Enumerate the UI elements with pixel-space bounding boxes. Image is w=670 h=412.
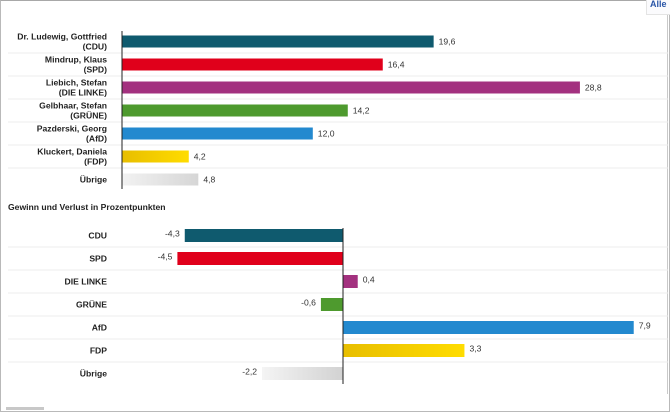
bar[interactable] [343, 321, 634, 334]
bar[interactable] [122, 127, 313, 140]
value-label: 16,4 [388, 60, 405, 70]
value-label: 28,8 [585, 83, 602, 93]
party-label: (GRÜNE) [70, 111, 107, 121]
horizontal-scrollbar[interactable] [6, 407, 44, 410]
party-label: (FDP) [84, 157, 107, 167]
first-votes-chart: 19,6 Dr. Ludewig, Gottfried(CDU) 16,4 Mindr… [8, 31, 668, 189]
party-label: (DIE LINKE) [59, 88, 107, 98]
bar[interactable] [177, 252, 343, 265]
gain-loss-title: Gewinn und Verlust in Prozentpunkten [8, 202, 166, 212]
value-label: 4,2 [194, 152, 206, 162]
candidate-name: Kluckert, Daniela [37, 147, 107, 157]
candidate-name: Gelbhaar, Stefan [39, 101, 107, 111]
alle-button[interactable]: Alle [646, 0, 670, 15]
party-label: GRÜNE [76, 300, 107, 310]
value-label: 19,6 [439, 37, 456, 47]
value-label: 14,2 [353, 106, 370, 116]
candidate-name: Mindrup, Klaus [45, 55, 107, 65]
party-label: SPD [89, 254, 107, 264]
bar[interactable] [122, 173, 199, 186]
candidate-name: Dr. Ludewig, Gottfried [17, 32, 107, 42]
party-label: AfD [92, 323, 107, 333]
bar[interactable] [122, 81, 580, 94]
value-label: -4,5 [158, 252, 173, 262]
party-label: FDP [90, 346, 107, 356]
panel-edge [667, 14, 668, 394]
party-label: (CDU) [83, 42, 107, 52]
candidate-name: Liebich, Stefan [46, 78, 107, 88]
bar[interactable] [262, 367, 343, 380]
party-label: (SPD) [84, 65, 108, 75]
bar[interactable] [122, 35, 434, 48]
value-label: 12,0 [318, 129, 335, 139]
gain-loss-chart: -4,3 CDU -4,5 SPD 0,4 DIE LINKE -0,6 GRÜNE 7,9 Af… [8, 228, 668, 384]
value-label: -2,2 [242, 367, 257, 377]
candidate-name: Pazderski, Georg [37, 124, 107, 134]
value-label: -4,3 [165, 229, 180, 239]
bar[interactable] [122, 58, 383, 71]
bar[interactable] [122, 104, 348, 117]
bar[interactable] [343, 344, 465, 357]
bar[interactable] [320, 298, 343, 311]
bar[interactable] [184, 229, 343, 242]
party-label: CDU [88, 231, 107, 241]
party-label: Übrige [80, 369, 107, 379]
bar[interactable] [122, 150, 189, 163]
value-label: -0,6 [301, 298, 316, 308]
bar[interactable] [343, 275, 358, 288]
value-label: 7,9 [639, 321, 651, 331]
value-label: 3,3 [469, 344, 481, 354]
party-label: (AfD) [86, 134, 107, 144]
category-label: Übrige [80, 175, 107, 185]
party-label: DIE LINKE [65, 277, 108, 287]
value-label: 0,4 [363, 275, 375, 285]
value-label: 4,8 [203, 175, 215, 185]
